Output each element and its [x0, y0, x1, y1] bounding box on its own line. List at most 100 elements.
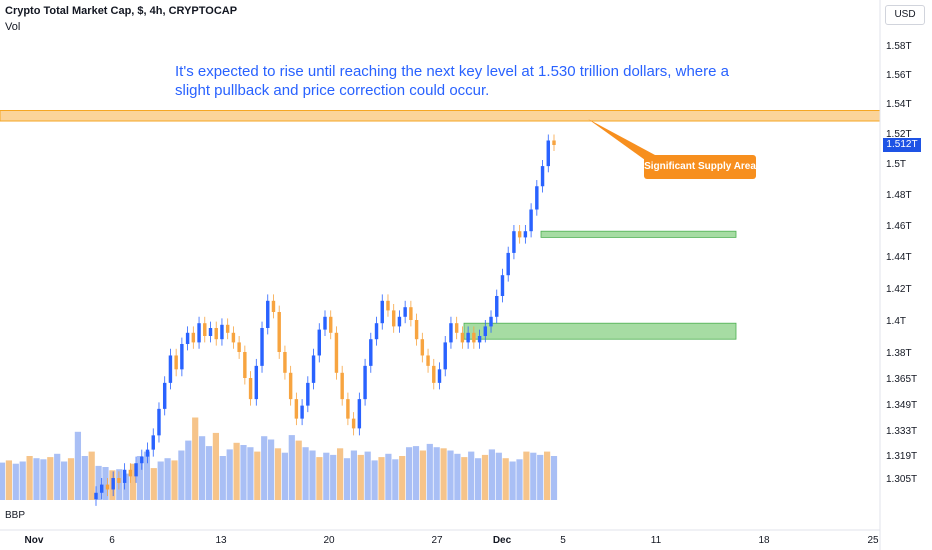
y-tick-label: 1.5T	[886, 159, 906, 170]
y-axis: 1.58T 1.56T 1.54T 1.52T 1.5T 1.48T 1.46T 1.44T 1…	[886, 41, 917, 485]
x-tick-label: Nov	[25, 535, 44, 546]
volume-bar	[74, 431, 82, 500]
volume-bar	[178, 450, 185, 500]
candle-body	[157, 408, 161, 436]
candle-body	[403, 307, 407, 317]
y-tick-label: 1.58T	[886, 41, 912, 52]
volume-bar	[19, 461, 26, 500]
candle-body	[117, 478, 121, 483]
candle-body	[151, 435, 155, 450]
y-tick-label: 1.319T	[886, 451, 917, 462]
candle-body	[266, 300, 270, 328]
volume-bar	[364, 451, 371, 500]
x-tick-label: 18	[758, 535, 770, 546]
candle-body	[185, 332, 190, 344]
candle-body	[391, 310, 396, 327]
candle-body	[454, 323, 459, 333]
candle-body	[145, 449, 150, 457]
candle-body	[546, 140, 550, 167]
candle-body	[460, 332, 465, 343]
volume-bar	[474, 458, 482, 500]
candle-body	[243, 352, 247, 378]
candle-body	[140, 456, 144, 464]
volume-bar	[288, 435, 295, 500]
candle-body	[128, 469, 133, 477]
volume-bar	[454, 453, 461, 500]
candle-body	[523, 231, 528, 238]
candle-body	[449, 323, 453, 343]
volume-bar	[412, 446, 420, 500]
candle-body	[283, 352, 287, 373]
volume-bar	[543, 451, 551, 500]
bbp-indicator-label[interactable]: BBP	[5, 510, 26, 521]
volume-bar	[212, 432, 220, 500]
volume-bar	[509, 461, 516, 500]
candle-body	[220, 324, 224, 340]
volume-bar	[357, 454, 364, 500]
candle-body	[197, 323, 201, 343]
volume-bar	[88, 451, 95, 500]
volume-bar	[433, 447, 440, 500]
volume-bar	[281, 452, 289, 500]
x-tick-label: 11	[651, 535, 662, 546]
candle-body	[426, 355, 430, 366]
volume-bar	[468, 451, 475, 500]
currency-button[interactable]: USD	[885, 5, 925, 25]
volume-bar	[205, 446, 213, 500]
candle-body	[472, 332, 476, 343]
volume-bar	[5, 460, 13, 500]
x-axis: Nov 6 13 20 27 Dec 5 11 18 25	[25, 535, 879, 546]
callout-pointer	[588, 119, 655, 160]
candle-body	[191, 332, 196, 343]
candle-body	[271, 300, 276, 312]
candle-body	[397, 316, 402, 327]
candle-body	[380, 300, 384, 324]
candle-body	[231, 332, 236, 343]
volume-bar	[12, 463, 19, 500]
candle-body	[357, 399, 362, 429]
volume-bar	[267, 439, 275, 500]
volume-bar	[143, 451, 151, 500]
volume-bar	[481, 454, 489, 500]
volume-bar	[254, 451, 261, 500]
volume-bar	[371, 460, 378, 500]
volume-bar	[60, 461, 68, 500]
volume-bar	[378, 457, 385, 500]
volume-bar	[550, 456, 558, 500]
volume-bar	[405, 447, 413, 500]
candle-body	[162, 382, 167, 409]
volume-bar	[336, 448, 344, 500]
candle-body	[174, 355, 178, 370]
candle-body	[277, 312, 281, 352]
volume-bar	[164, 458, 171, 500]
candle-body	[237, 342, 241, 352]
volume-bar	[26, 456, 33, 500]
volume-bar	[488, 449, 496, 500]
volume-bar	[33, 458, 40, 500]
volume-bar	[523, 451, 530, 500]
candle-body	[432, 365, 436, 383]
x-tick-label: 25	[867, 535, 879, 546]
x-tick-label: Dec	[493, 535, 512, 546]
candle-body	[552, 140, 556, 145]
candle-body	[288, 372, 293, 400]
symbol-title[interactable]: Crypto Total Market Cap, $, 4h, CRYPTOCA…	[5, 5, 238, 17]
volume-bar	[426, 443, 433, 500]
volume-bar	[198, 436, 206, 500]
x-tick-label: 5	[560, 535, 566, 546]
y-tick-label: 1.46T	[886, 221, 912, 232]
candle-body	[443, 342, 447, 370]
candle-body	[477, 336, 482, 343]
candle-body	[340, 372, 344, 400]
candle-body	[168, 355, 173, 383]
y-tick-label: 1.52T	[886, 129, 912, 140]
candle-body	[214, 328, 218, 340]
volume-bar	[502, 458, 509, 500]
volume-bar	[343, 458, 351, 500]
volume-bar	[247, 447, 254, 500]
y-tick-label: 1.349T	[886, 400, 917, 411]
candle-body	[420, 339, 425, 356]
y-tick-label: 1.365T	[886, 374, 917, 385]
candle-body	[414, 320, 419, 340]
